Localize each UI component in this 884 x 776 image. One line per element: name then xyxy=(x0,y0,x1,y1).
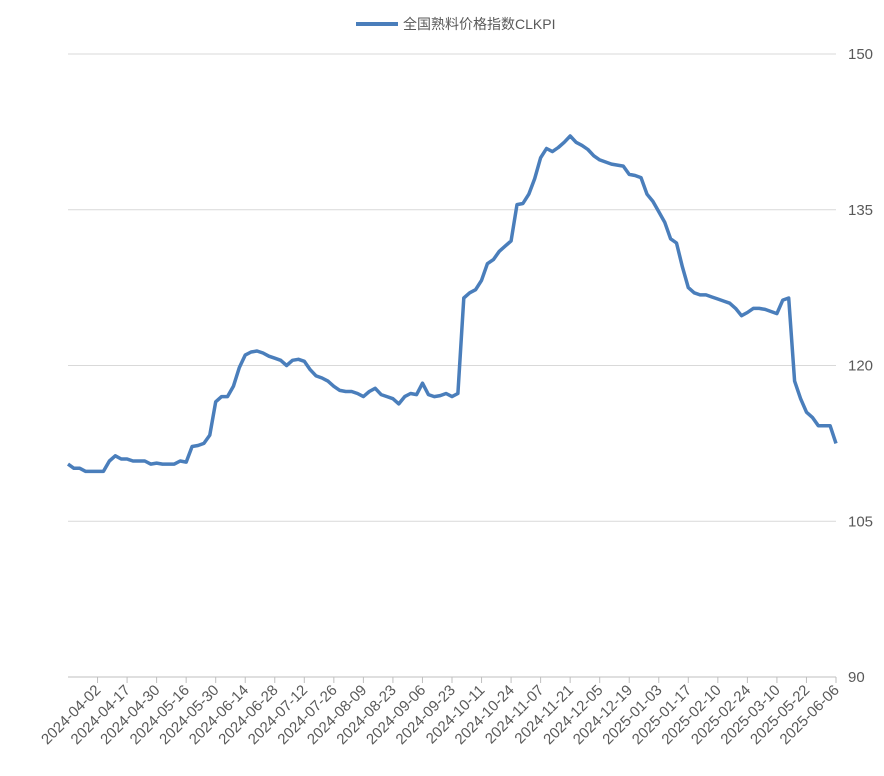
y-tick-label: 120 xyxy=(848,358,873,375)
y-tick-label: 105 xyxy=(848,513,873,530)
y-tick-label: 135 xyxy=(848,202,873,219)
legend-label: 全国熟料价格指数CLKPI xyxy=(403,16,555,32)
y-tick-label: 150 xyxy=(848,46,873,63)
y-tick-label: 90 xyxy=(848,669,865,686)
data-line xyxy=(66,134,838,474)
